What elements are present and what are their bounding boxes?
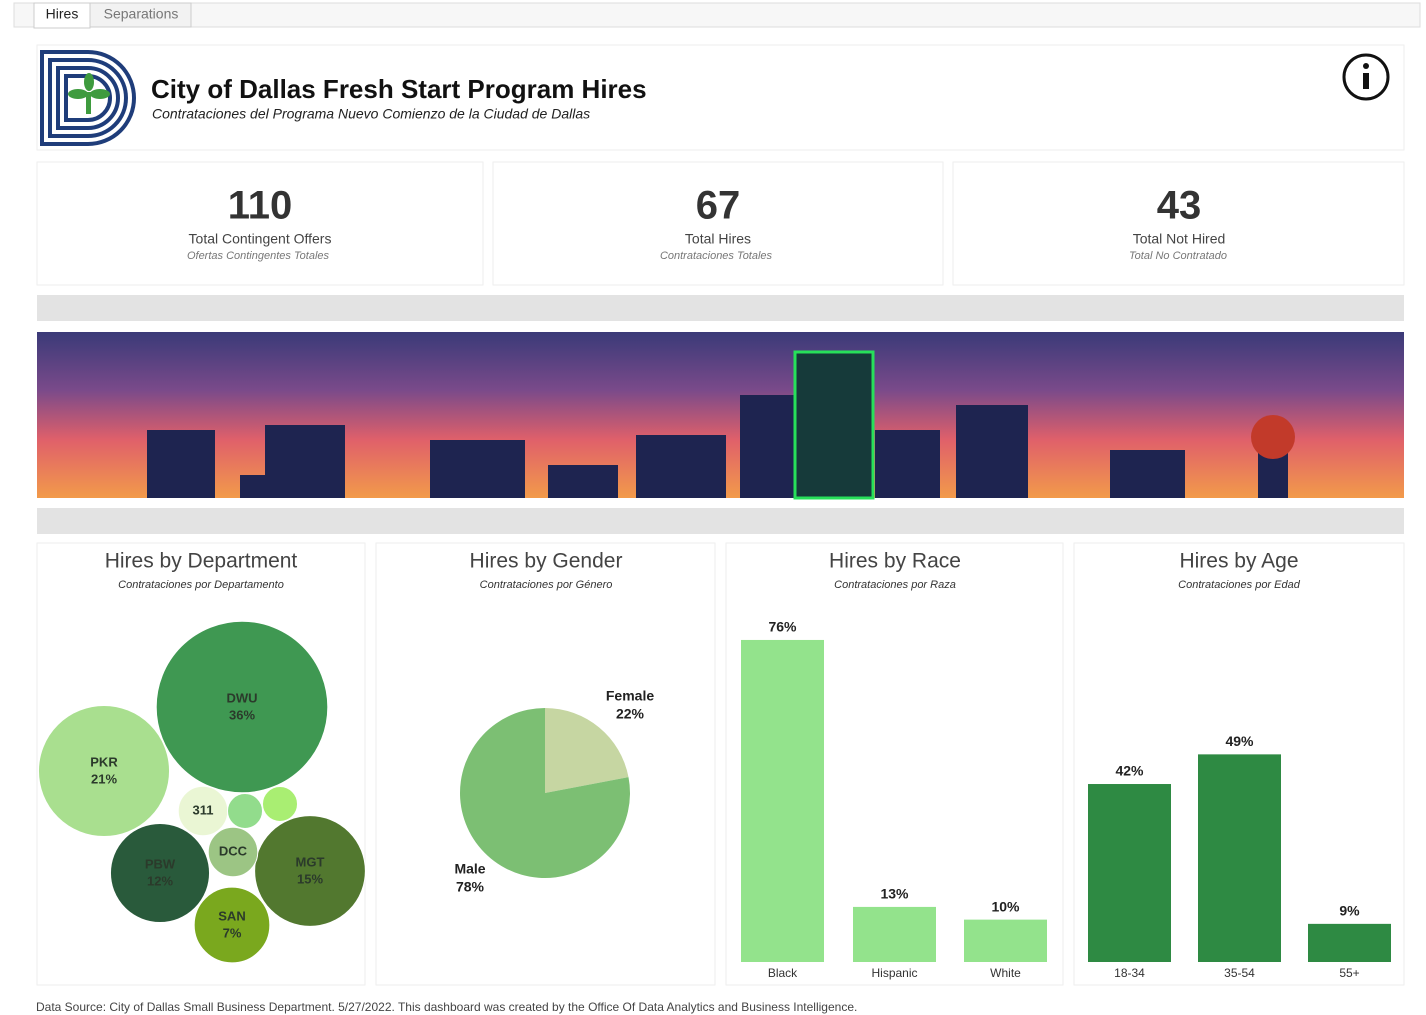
pie-slice — [545, 708, 629, 793]
kpi-card — [952, 161, 1405, 286]
bubble — [261, 785, 299, 823]
tab-active[interactable] — [33, 2, 91, 29]
kpi-value: 67 — [696, 184, 741, 228]
bubble-value-label: 21% — [91, 771, 117, 786]
x-tick-label: Black — [768, 966, 798, 980]
chart-subtitle: Contrataciones por Edad — [1178, 579, 1301, 591]
bubble-value-label: 12% — [147, 873, 173, 888]
bubble — [254, 815, 366, 927]
pie-slice — [460, 708, 630, 879]
kpi-sublabel: Contrataciones Totales — [660, 250, 773, 262]
footer: Data Source: City of Dallas Small Busine… — [36, 1000, 857, 1014]
bubble-value-label: 15% — [297, 871, 323, 886]
bar-value-label: 13% — [880, 886, 909, 902]
bubble-value-label: 36% — [229, 707, 255, 722]
bar-value-label: 76% — [768, 619, 797, 635]
kpi-value: 43 — [1157, 184, 1202, 228]
header-title: City of Dallas Fresh Start Program Hires — [151, 74, 647, 104]
divider — [37, 508, 1404, 534]
info-icon[interactable] — [1342, 53, 1390, 101]
bubble-label: DCC — [219, 843, 248, 858]
logo-plant — [68, 73, 110, 114]
bubble-label: MGT — [296, 854, 325, 869]
chart-title: Hires by Gender — [470, 550, 623, 573]
tab-bar — [13, 2, 1421, 28]
kpi-label: Total Not Hired — [1133, 231, 1226, 247]
pie-value-label: 78% — [456, 879, 485, 895]
bubble-label: DWU — [226, 690, 257, 705]
tab[interactable]: Separations — [104, 6, 179, 22]
chart-title: Hires by Age — [1179, 550, 1298, 573]
bar-value-label: 42% — [1115, 763, 1144, 779]
kpi-card — [492, 161, 944, 286]
header-subtitle: Contrataciones del Programa Nuevo Comien… — [152, 106, 590, 122]
bubble — [37, 704, 171, 838]
x-tick-label: Hispanic — [871, 966, 917, 980]
logo — [40, 50, 136, 146]
bar-value-label: 9% — [1339, 903, 1360, 919]
pie-value-label: 22% — [616, 706, 645, 722]
bar — [741, 639, 824, 962]
bubble — [109, 822, 211, 924]
bar — [853, 906, 936, 962]
bubble — [226, 792, 264, 830]
bar-value-label: 49% — [1225, 733, 1254, 749]
kpi-value: 110 — [228, 184, 293, 228]
bar-value-label: 10% — [991, 898, 1020, 914]
divider — [37, 295, 1404, 321]
kpi-sublabel: Total No Contratado — [1129, 250, 1227, 262]
header-panel — [36, 44, 1405, 151]
chart-subtitle: Contrataciones por Género — [480, 579, 613, 591]
chart-title: Hires by Department — [105, 550, 298, 573]
bubble-label: SAN — [218, 908, 245, 923]
chart-subtitle: Contrataciones por Departamento — [118, 579, 284, 591]
bar — [1308, 923, 1391, 962]
bubble-label: 311 — [193, 802, 214, 817]
bubble-label: PKR — [90, 754, 118, 769]
bubble-value-label: 7% — [223, 925, 242, 940]
bar — [1198, 754, 1281, 962]
pie-category-label: Male — [454, 861, 485, 877]
x-tick-label: White — [990, 966, 1021, 980]
tab[interactable]: Hires — [46, 6, 79, 22]
kpi-sublabel: Ofertas Contingentes Totales — [187, 250, 330, 262]
bar — [1088, 784, 1171, 962]
chart-title: Hires by Race — [829, 550, 961, 573]
x-tick-label: 35-54 — [1224, 966, 1255, 980]
kpi-label: Total Hires — [685, 231, 751, 247]
bubble — [155, 620, 329, 794]
x-tick-label: 55+ — [1339, 966, 1359, 980]
bubble-label: PBW — [145, 856, 176, 871]
bubble — [193, 886, 271, 964]
skyline-banner — [37, 332, 1404, 500]
pie-category-label: Female — [606, 688, 654, 704]
x-tick-label: 18-34 — [1114, 966, 1145, 980]
kpi-label: Total Contingent Offers — [189, 231, 332, 247]
bar — [964, 919, 1047, 962]
tab-inactive[interactable] — [89, 2, 192, 28]
bubble — [207, 826, 259, 878]
chart-subtitle: Contrataciones por Raza — [834, 579, 956, 591]
kpi-card — [36, 161, 484, 286]
